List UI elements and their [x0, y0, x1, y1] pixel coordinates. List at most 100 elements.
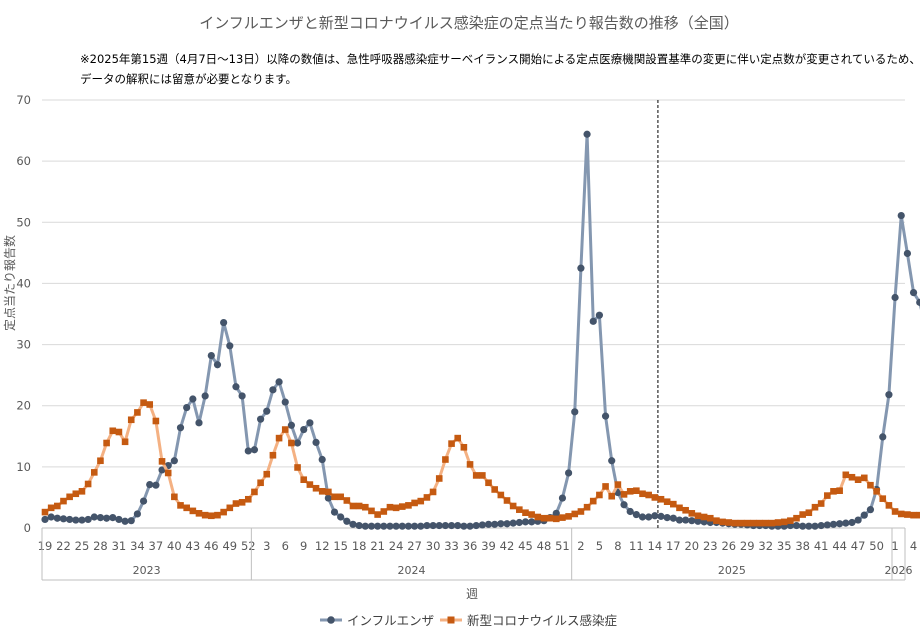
data-point: [201, 392, 209, 400]
data-point: [903, 249, 912, 258]
data-point: [651, 494, 659, 501]
data-point: [577, 264, 585, 272]
data-point: [232, 500, 240, 507]
data-point: [700, 513, 708, 521]
x-tick-label: 28: [93, 539, 108, 553]
x-tick-label: 8: [614, 539, 621, 553]
data-point: [127, 517, 135, 525]
year-label: 2025: [718, 564, 746, 577]
data-point: [115, 428, 123, 436]
data-point: [404, 522, 413, 530]
data-point: [916, 511, 920, 519]
data-point: [596, 491, 603, 499]
data-point: [478, 521, 486, 529]
data-point: [238, 499, 246, 506]
x-tick-label: 33: [444, 539, 459, 553]
x-tick-label: 18: [352, 539, 367, 553]
x-axis-title: 週: [466, 587, 478, 601]
year-label: 2023: [133, 564, 161, 577]
data-point: [916, 298, 920, 306]
data-point: [743, 519, 751, 527]
data-point: [583, 503, 591, 511]
legend-marker-covid19: [447, 616, 455, 624]
data-point: [349, 502, 357, 510]
data-point: [134, 409, 141, 416]
y-axis-ticks: 0 10 20 30 40 50 60 70: [16, 93, 31, 535]
x-tick-label: 9: [300, 539, 307, 553]
data-point: [109, 427, 117, 435]
x-tick-label: 51: [555, 539, 570, 553]
data-point: [867, 481, 874, 489]
data-point: [423, 521, 431, 530]
data-point: [146, 401, 154, 408]
data-point: [472, 521, 480, 530]
data-point: [293, 439, 302, 447]
x-tick-label: 1: [891, 539, 898, 553]
data-point: [830, 488, 837, 495]
data-point: [103, 514, 111, 522]
series-points-influenza: [41, 130, 920, 530]
data-point: [435, 521, 443, 530]
data-point: [873, 488, 880, 495]
x-tick-label: 26: [721, 539, 736, 553]
legend-label-influenza: インフルエンザ: [347, 613, 434, 628]
data-point: [275, 434, 283, 442]
x-tick-label: 37: [149, 539, 164, 553]
data-point: [799, 511, 806, 518]
data-point: [559, 514, 566, 521]
legend-item-covid19[interactable]: 新型コロナウイルス感染症: [440, 613, 617, 628]
data-point: [528, 511, 535, 518]
chart-note-line-1: ※2025年第15週（4月7日～13日）以降の数値は、急性呼吸器感染症サーベイラ…: [80, 52, 920, 66]
chart-title: インフルエンザと新型コロナウイルス感染症の定点当たり報告数の推移（全国）: [199, 14, 739, 32]
data-point: [189, 507, 197, 515]
data-point: [891, 508, 899, 515]
data-point: [497, 520, 505, 528]
data-point: [343, 517, 351, 525]
data-point: [257, 479, 264, 487]
x-tick-label: 21: [370, 539, 385, 553]
data-point: [731, 519, 739, 527]
data-point: [183, 403, 191, 412]
x-tick-label: 38: [795, 539, 810, 553]
data-point: [288, 439, 295, 447]
data-point: [632, 510, 640, 519]
x-tick-label: 40: [167, 539, 182, 553]
data-point: [885, 391, 893, 399]
x-tick-label: 20: [684, 539, 699, 553]
data-point: [263, 470, 271, 478]
data-point: [626, 488, 634, 495]
x-tick-label: 19: [38, 539, 53, 553]
data-point: [657, 512, 665, 520]
data-point: [195, 419, 203, 427]
data-point: [620, 491, 628, 498]
data-point: [201, 511, 209, 519]
x-tick-label: 43: [186, 539, 201, 553]
data-point: [54, 502, 61, 510]
data-point: [374, 522, 382, 530]
data-point: [676, 504, 683, 512]
data-point: [601, 412, 610, 420]
data-point: [41, 515, 49, 524]
data-point: [503, 497, 511, 504]
data-point: [491, 486, 498, 493]
data-point: [817, 521, 825, 530]
data-point: [158, 466, 166, 474]
data-point: [534, 513, 542, 521]
series-line-influenza: [44, 132, 920, 528]
data-point: [842, 471, 850, 479]
data-point: [897, 510, 905, 518]
data-point: [115, 515, 123, 524]
data-point: [571, 408, 579, 416]
data-point: [121, 517, 129, 525]
y-tick-label: 50: [16, 215, 31, 229]
data-point: [152, 417, 160, 425]
legend-item-influenza[interactable]: インフルエンザ: [320, 613, 434, 628]
data-point: [84, 515, 92, 524]
data-point: [675, 516, 684, 524]
data-point: [300, 425, 308, 434]
data-point: [386, 522, 394, 530]
legend: インフルエンザ 新型コロナウイルス感染症: [320, 613, 617, 628]
data-point: [910, 511, 917, 519]
data-point: [595, 311, 604, 319]
